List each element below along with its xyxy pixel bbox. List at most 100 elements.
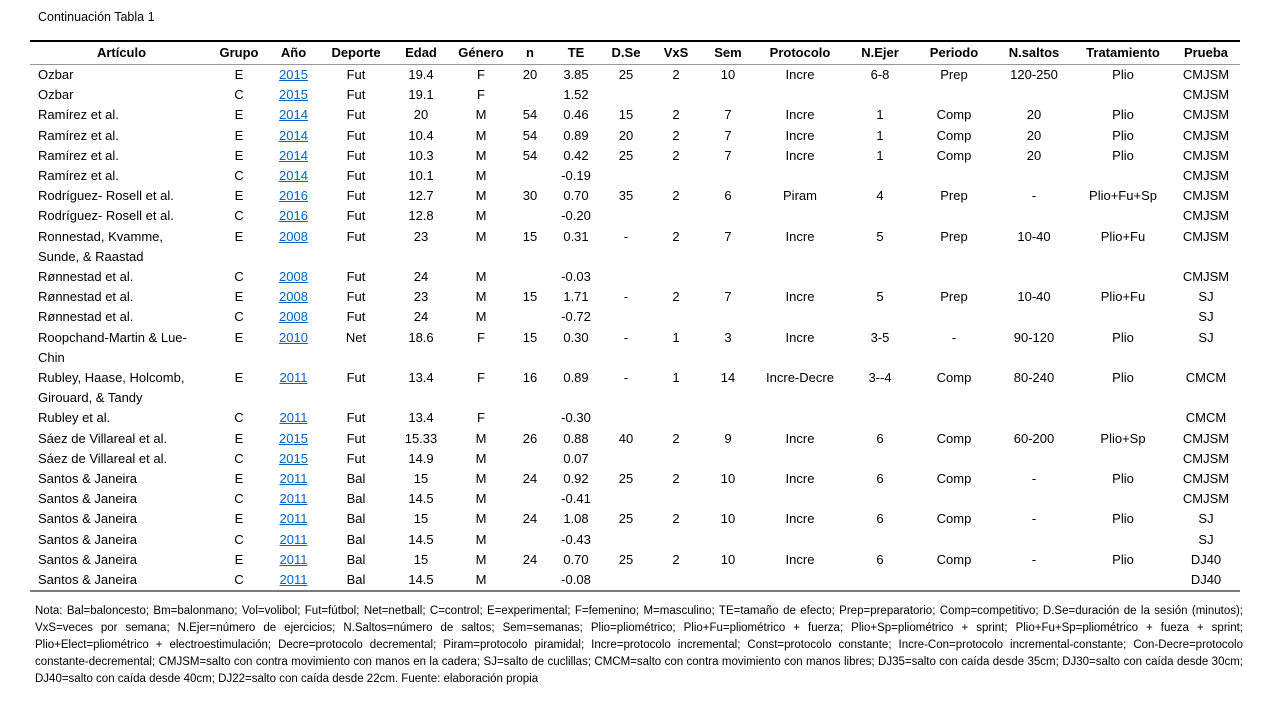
cell (602, 489, 650, 509)
cell: 14.5 (408, 531, 434, 547)
cell: Prep (940, 188, 968, 204)
cell: Fut (346, 269, 366, 285)
results-table: Artículo Grupo Año Deporte Edad Género n TE D.Se… (30, 40, 1240, 593)
column-header: N.saltos (994, 41, 1074, 65)
year-link[interactable]: 2016 (279, 208, 308, 224)
cell: 0.31 (563, 228, 589, 244)
cell: 2 (672, 511, 680, 527)
year-link[interactable]: 2015 (279, 450, 308, 466)
year-link[interactable]: 2008 (279, 289, 308, 305)
cell: - (1031, 511, 1037, 527)
cell: 0.92 (563, 471, 589, 487)
cell: 1.52 (563, 87, 589, 103)
year-link[interactable]: 2015 (279, 67, 308, 82)
table-row: Santos & Janeira C 2011 Bal 14.5 M -0.41 CMJSM (30, 489, 1240, 509)
cell: Santos & Janeira (38, 511, 138, 527)
cell (754, 449, 846, 469)
year-link[interactable]: 2011 (279, 410, 308, 426)
cell: Rodríguez- Rosell et al. (38, 188, 174, 204)
cell: 20 (522, 67, 538, 82)
cell: 15.33 (404, 430, 438, 446)
cell (846, 408, 914, 428)
cell: Prep (940, 67, 968, 82)
year-link[interactable]: 2011 (279, 531, 308, 547)
cell (1074, 307, 1172, 327)
cell: Plio (1112, 127, 1134, 143)
cell: -0.30 (561, 410, 591, 426)
cell: 2008 (265, 287, 322, 307)
cell: Ramírez et al. (38, 168, 119, 184)
cell: 25 (618, 67, 634, 82)
cell: M (475, 551, 487, 567)
cell (994, 267, 1074, 287)
year-link[interactable]: 2014 (279, 147, 308, 163)
cell (602, 408, 650, 428)
cell: 2015 (265, 65, 322, 86)
cell (602, 307, 650, 327)
cell: CMJSM (1182, 269, 1230, 285)
column-header: Año (265, 41, 322, 65)
table-row: Rønnestad et al. C 2008 Fut 24 M -0.03 CMJSM (30, 267, 1240, 287)
cell (1074, 449, 1172, 469)
cell: Incre-Decre (766, 370, 834, 386)
year-link[interactable]: 2015 (279, 87, 308, 103)
cell (602, 166, 650, 186)
cell: C (234, 572, 244, 588)
cell: 20 (1026, 107, 1042, 123)
table-row: Rønnestad et al. C 2008 Fut 24 M -0.72 SJ (30, 307, 1240, 327)
year-link[interactable]: 2011 (279, 471, 308, 487)
cell (702, 530, 754, 550)
cell: Comp (936, 147, 972, 163)
cell: Fut (346, 188, 366, 204)
cell (702, 449, 754, 469)
cell: C (234, 309, 244, 325)
year-link[interactable]: 2011 (279, 572, 308, 588)
cell (1074, 206, 1172, 226)
cell (510, 489, 550, 509)
cell: 40 (618, 430, 634, 446)
cell (754, 408, 846, 428)
table-body: Ozbar E 2015 Fut 19.4 F 20 3.85 25 2 10 Incre 6-8 Pre… (30, 65, 1240, 592)
cell: 2015 (265, 85, 322, 105)
year-link[interactable]: 2008 (279, 269, 308, 285)
cell: M (475, 127, 487, 143)
cell: F (477, 87, 485, 103)
cell: 2014 (265, 105, 322, 125)
cell: Comp (936, 471, 972, 487)
cell: Fut (346, 228, 366, 244)
year-link[interactable]: 2014 (279, 127, 308, 143)
cell (914, 307, 994, 327)
column-header: Prueba (1172, 41, 1240, 65)
cell: -0.19 (561, 168, 591, 184)
cell: 20 (1026, 147, 1042, 163)
year-link[interactable]: 2014 (279, 168, 308, 184)
year-link[interactable]: 2010 (279, 329, 308, 345)
year-link[interactable]: 2008 (279, 228, 308, 244)
year-link[interactable]: 2014 (279, 107, 308, 123)
year-link[interactable]: 2015 (279, 430, 308, 446)
column-header: VxS (650, 41, 702, 65)
cell: - (951, 329, 957, 345)
year-link[interactable]: 2008 (279, 309, 308, 325)
cell (1074, 530, 1172, 550)
year-link[interactable]: 2011 (279, 491, 308, 507)
cell (754, 307, 846, 327)
year-link[interactable]: 2016 (279, 188, 308, 204)
year-link[interactable]: 2011 (279, 511, 308, 527)
cell: 3--4 (868, 370, 892, 386)
cell: E (234, 188, 244, 204)
cell: 14.5 (408, 572, 434, 588)
cell (994, 85, 1074, 105)
cell: 30 (522, 188, 538, 204)
cell: 2014 (265, 166, 322, 186)
cell (702, 206, 754, 226)
year-link[interactable]: 2011 (279, 370, 308, 386)
table-row: Roopchand-Martin & Lue- Chin E 2010 Net 18.6… (30, 328, 1240, 368)
cell (754, 489, 846, 509)
year-link[interactable]: 2011 (279, 551, 308, 567)
cell: 80-240 (1013, 370, 1055, 386)
cell: Ramírez et al. (38, 107, 119, 123)
column-header: Sem (702, 41, 754, 65)
cell (650, 489, 702, 509)
cell (914, 570, 994, 591)
